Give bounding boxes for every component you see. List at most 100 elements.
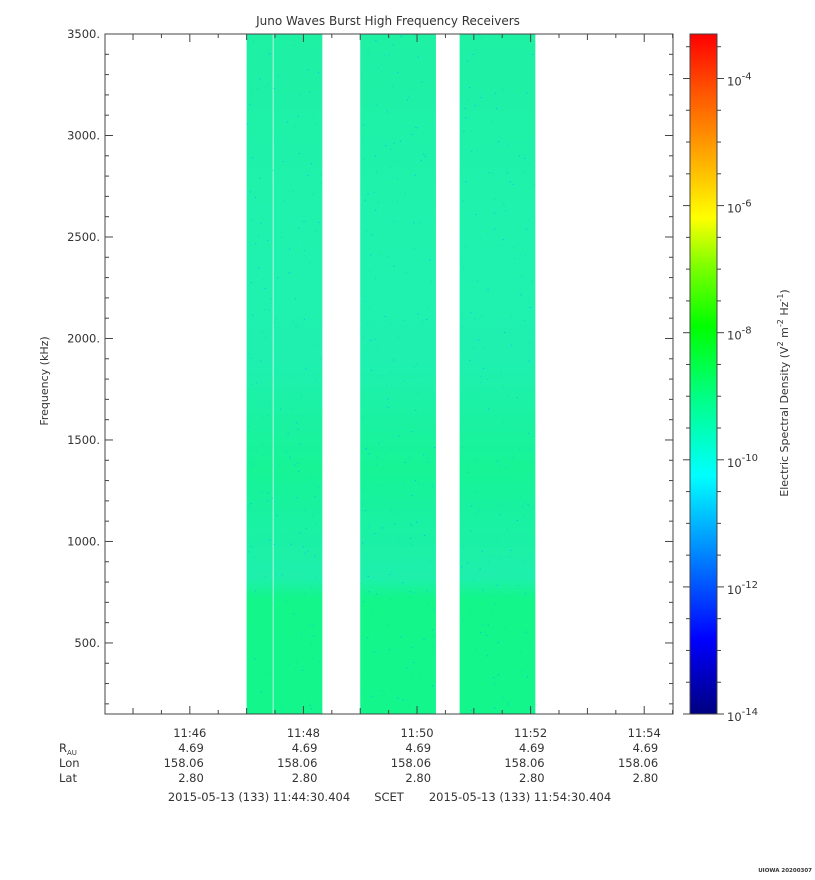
- speckle: [256, 660, 258, 661]
- speckle: [465, 556, 467, 558]
- speckle: [311, 708, 312, 710]
- speckle: [299, 297, 300, 299]
- speckle: [414, 366, 416, 368]
- speckle: [404, 192, 406, 194]
- speckle: [532, 54, 534, 56]
- speckle: [369, 308, 370, 310]
- speckle: [386, 405, 388, 407]
- speckle: [505, 547, 507, 549]
- speckle: [496, 108, 497, 110]
- speckle: [246, 653, 248, 655]
- speckle: [367, 54, 369, 56]
- speckle: [524, 157, 526, 159]
- speckle: [432, 486, 433, 488]
- speckle: [305, 40, 307, 42]
- speckle: [252, 314, 254, 316]
- speckle: [482, 321, 484, 323]
- speckle: [318, 661, 320, 663]
- speckle: [268, 53, 269, 55]
- x-axis: 11:46 11:48 11:50 11:52 11:54: [132, 34, 674, 740]
- time-range-start: 2015-05-13 (133) 11:44:30.404: [168, 790, 350, 804]
- speckle: [304, 542, 306, 544]
- speckle: [472, 202, 474, 204]
- speckle: [432, 138, 434, 140]
- speckle: [280, 708, 282, 710]
- speckle: [433, 607, 435, 609]
- speckle: [361, 76, 363, 78]
- speckle: [289, 332, 290, 334]
- speckle: [250, 503, 252, 504]
- speckle: [393, 221, 395, 223]
- speckle: [394, 373, 396, 375]
- speckle: [287, 196, 289, 198]
- speckle: [523, 274, 525, 275]
- speckle: [309, 91, 311, 93]
- speckle: [309, 262, 311, 264]
- speckle: [302, 546, 304, 548]
- speckle: [491, 515, 493, 517]
- speckle: [276, 436, 278, 437]
- speckle: [264, 200, 266, 202]
- noise-speckles: [246, 34, 536, 714]
- speckle: [307, 528, 308, 530]
- speckle: [411, 674, 413, 676]
- speckle: [271, 497, 273, 499]
- speckle: [252, 157, 253, 159]
- speckle: [506, 528, 508, 530]
- speckle: [464, 354, 466, 356]
- speckle: [263, 279, 265, 281]
- speckle: [419, 166, 421, 167]
- speckle: [429, 259, 431, 261]
- speckle: [461, 326, 463, 328]
- speckle: [292, 191, 294, 193]
- speckle: [370, 207, 372, 209]
- speckle: [482, 589, 484, 591]
- y-tick-label: 2000.: [67, 331, 100, 345]
- speckle: [288, 378, 290, 380]
- speckle: [480, 382, 482, 384]
- speckle: [297, 214, 299, 216]
- speckle: [261, 331, 263, 332]
- speckle: [472, 54, 474, 55]
- speckle: [389, 649, 391, 651]
- speckle: [504, 332, 505, 333]
- speckle: [304, 592, 306, 594]
- ephemeris-value: 4.69: [519, 741, 545, 755]
- speckle: [382, 645, 384, 647]
- speckle: [389, 449, 391, 450]
- speckle: [481, 624, 483, 626]
- speckle: [287, 630, 289, 632]
- speckle: [264, 576, 266, 578]
- speckle: [492, 172, 494, 174]
- data-gap-stripe: [272, 34, 274, 714]
- speckle: [264, 337, 266, 339]
- speckle: [393, 514, 395, 516]
- ephemeris-value: 158.06: [504, 756, 544, 770]
- speckle: [487, 379, 488, 380]
- colorbar-tick-label: 10-10: [727, 453, 758, 470]
- speckle: [503, 421, 504, 423]
- speckle: [423, 131, 425, 133]
- speckle: [468, 471, 470, 473]
- speckle: [502, 697, 504, 699]
- speckle: [461, 257, 463, 258]
- speckle: [512, 289, 514, 291]
- speckle: [277, 138, 278, 140]
- speckle: [489, 134, 491, 136]
- speckle: [303, 43, 305, 45]
- speckle: [481, 93, 483, 95]
- speckle: [493, 556, 495, 558]
- speckle: [363, 350, 365, 352]
- ephemeris-value: 158.06: [164, 756, 204, 770]
- speckle: [430, 696, 432, 698]
- speckle: [288, 360, 290, 362]
- speckle: [500, 559, 502, 561]
- speckle: [284, 42, 286, 44]
- speckle: [292, 408, 294, 410]
- speckle: [308, 322, 310, 324]
- speckle: [387, 398, 389, 400]
- speckle: [527, 219, 529, 221]
- speckle: [489, 596, 491, 598]
- colorbar: [689, 33, 718, 715]
